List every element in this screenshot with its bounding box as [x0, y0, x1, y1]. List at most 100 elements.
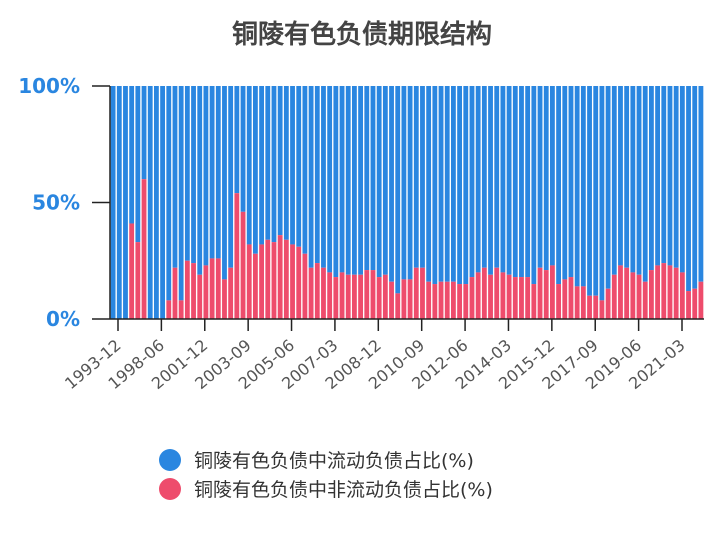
bar-noncurrent-78[interactable] — [593, 295, 599, 319]
bar-noncurrent-16[interactable] — [209, 258, 215, 319]
bar-current-84[interactable] — [630, 86, 636, 273]
bar-noncurrent-49[interactable] — [413, 267, 419, 319]
bar-noncurrent-26[interactable] — [271, 242, 277, 319]
bar-current-72[interactable] — [556, 86, 562, 285]
bar-noncurrent-83[interactable] — [624, 267, 630, 319]
bar-noncurrent-70[interactable] — [543, 270, 549, 319]
bar-current-71[interactable] — [549, 86, 555, 266]
bar-current-85[interactable] — [636, 86, 642, 275]
bar-current-58[interactable] — [469, 86, 475, 278]
bar-current-36[interactable] — [333, 86, 339, 278]
bar-current-12[interactable] — [184, 86, 190, 261]
bar-current-56[interactable] — [457, 86, 463, 285]
bar-noncurrent-40[interactable] — [358, 274, 364, 319]
bar-noncurrent-44[interactable] — [382, 274, 388, 319]
bar-noncurrent-61[interactable] — [488, 274, 493, 319]
bar-current-18[interactable] — [222, 86, 227, 280]
bar-noncurrent-38[interactable] — [345, 274, 351, 319]
bar-noncurrent-55[interactable] — [450, 281, 456, 319]
bar-noncurrent-30[interactable] — [296, 246, 302, 319]
bar-current-29[interactable] — [290, 86, 295, 245]
bar-noncurrent-47[interactable] — [401, 279, 407, 319]
bar-noncurrent-88[interactable] — [655, 265, 661, 319]
bar-noncurrent-53[interactable] — [438, 281, 444, 319]
bar-noncurrent-86[interactable] — [642, 281, 648, 319]
bar-noncurrent-76[interactable] — [580, 286, 586, 319]
bar-noncurrent-12[interactable] — [184, 260, 190, 319]
bar-current-93[interactable] — [686, 86, 691, 292]
bar-current-20[interactable] — [234, 86, 240, 194]
bar-current-42[interactable] — [370, 86, 376, 271]
bar-noncurrent-3[interactable] — [129, 223, 135, 319]
bar-current-32[interactable] — [308, 86, 314, 268]
bar-noncurrent-20[interactable] — [234, 193, 240, 319]
bar-noncurrent-11[interactable] — [178, 300, 184, 319]
bar-noncurrent-17[interactable] — [215, 258, 221, 319]
bar-current-87[interactable] — [648, 86, 654, 271]
bar-noncurrent-21[interactable] — [240, 211, 246, 319]
bar-current-75[interactable] — [574, 86, 580, 287]
bar-current-65[interactable] — [512, 86, 518, 278]
bar-noncurrent-90[interactable] — [667, 265, 673, 319]
bar-noncurrent-68[interactable] — [531, 284, 537, 319]
bar-current-77[interactable] — [587, 86, 592, 296]
bar-noncurrent-24[interactable] — [259, 244, 265, 319]
bar-current-10[interactable] — [172, 86, 178, 268]
bar-noncurrent-45[interactable] — [389, 281, 394, 319]
bar-current-92[interactable] — [679, 86, 685, 273]
bar-current-55[interactable] — [450, 86, 456, 282]
bar-noncurrent-80[interactable] — [605, 288, 611, 319]
bar-current-94[interactable] — [692, 86, 698, 289]
bar-noncurrent-58[interactable] — [469, 277, 475, 319]
bar-noncurrent-13[interactable] — [191, 263, 196, 319]
bar-noncurrent-9[interactable] — [166, 300, 172, 319]
bar-noncurrent-22[interactable] — [246, 244, 252, 319]
bar-noncurrent-93[interactable] — [686, 291, 691, 319]
bar-noncurrent-54[interactable] — [444, 281, 450, 319]
bar-current-19[interactable] — [228, 86, 234, 268]
bar-noncurrent-73[interactable] — [562, 279, 568, 319]
bar-current-64[interactable] — [506, 86, 512, 275]
bar-current-0[interactable] — [110, 86, 116, 319]
bar-noncurrent-51[interactable] — [426, 281, 432, 319]
bar-current-54[interactable] — [444, 86, 450, 282]
bar-noncurrent-95[interactable] — [698, 281, 704, 319]
bar-current-46[interactable] — [395, 86, 401, 294]
bar-current-34[interactable] — [321, 86, 326, 268]
bar-noncurrent-74[interactable] — [568, 277, 574, 319]
bar-current-50[interactable] — [420, 86, 425, 268]
bar-current-33[interactable] — [314, 86, 320, 264]
bar-current-90[interactable] — [667, 86, 673, 266]
bar-current-28[interactable] — [283, 86, 289, 240]
bar-noncurrent-41[interactable] — [364, 270, 370, 319]
bar-noncurrent-34[interactable] — [321, 267, 326, 319]
bar-noncurrent-82[interactable] — [618, 265, 623, 319]
bar-current-11[interactable] — [178, 86, 184, 301]
bar-noncurrent-27[interactable] — [277, 235, 283, 319]
bar-current-69[interactable] — [537, 86, 543, 268]
bar-current-31[interactable] — [302, 86, 308, 254]
bar-current-30[interactable] — [296, 86, 302, 247]
bar-noncurrent-63[interactable] — [500, 272, 506, 319]
bar-noncurrent-25[interactable] — [265, 239, 271, 319]
bar-current-22[interactable] — [246, 86, 252, 245]
legend-item-noncurrent[interactable]: 铜陵有色负债中非流动负债占比(%) — [159, 478, 493, 501]
bar-noncurrent-31[interactable] — [302, 253, 308, 319]
bar-noncurrent-67[interactable] — [525, 277, 531, 319]
bar-current-52[interactable] — [432, 86, 438, 285]
bar-current-53[interactable] — [438, 86, 444, 282]
bar-noncurrent-28[interactable] — [283, 239, 289, 319]
bar-current-47[interactable] — [401, 86, 407, 280]
bar-current-44[interactable] — [382, 86, 388, 275]
bar-noncurrent-52[interactable] — [432, 284, 438, 319]
bar-current-35[interactable] — [327, 86, 333, 273]
bar-noncurrent-84[interactable] — [630, 272, 636, 319]
bar-current-78[interactable] — [593, 86, 599, 296]
bar-current-67[interactable] — [525, 86, 531, 278]
bar-current-5[interactable] — [141, 86, 147, 180]
bar-current-17[interactable] — [215, 86, 221, 259]
bar-noncurrent-60[interactable] — [481, 267, 487, 319]
bar-current-80[interactable] — [605, 86, 611, 289]
bar-current-81[interactable] — [611, 86, 617, 275]
bar-current-45[interactable] — [389, 86, 394, 282]
